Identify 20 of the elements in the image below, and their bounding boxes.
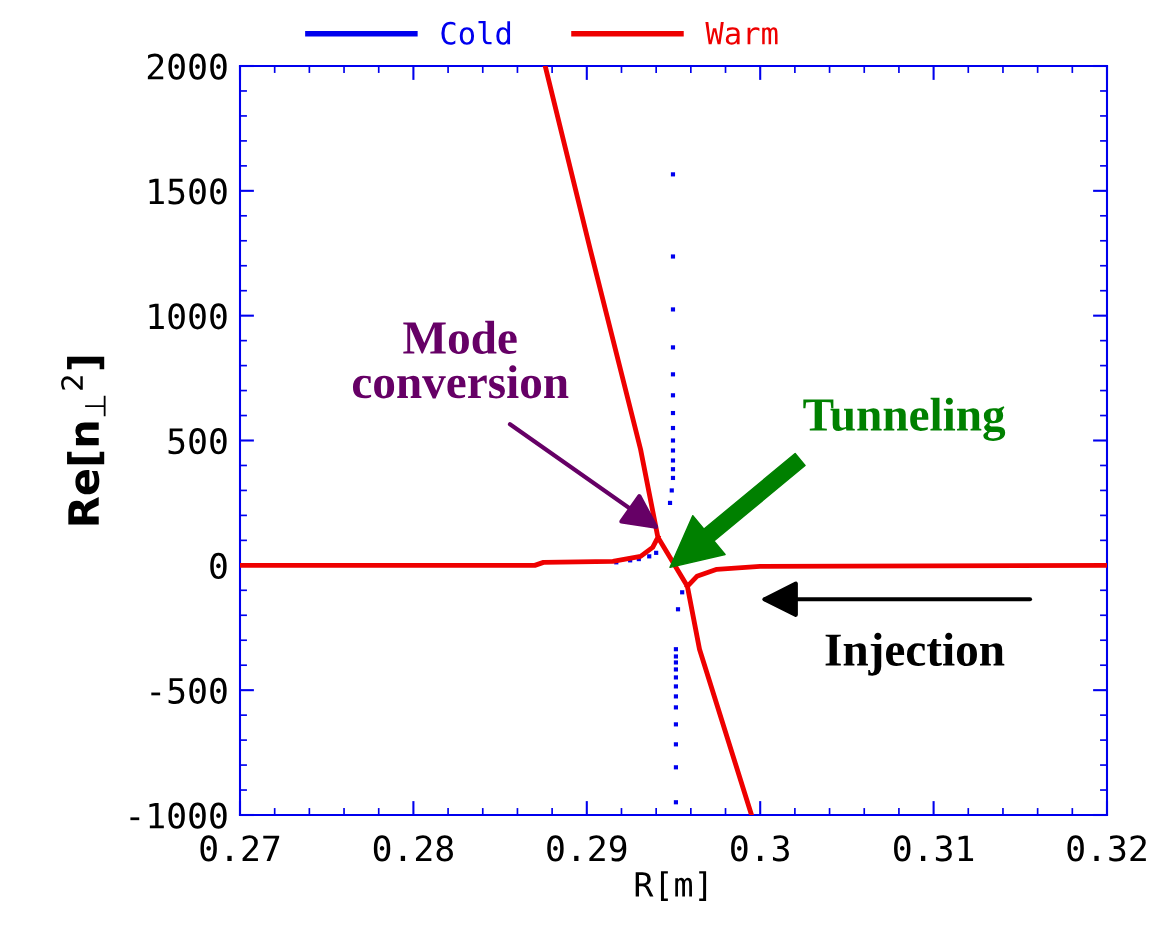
y-tick-label: 500 — [168, 428, 227, 455]
legend-label: Cold — [441, 20, 511, 45]
x-tick-label: 0.27 — [200, 835, 280, 862]
y-axis-title: Re[n$_{⊥}$$^{2}$] — [61, 356, 106, 525]
x-tick-label: 0.3 — [731, 835, 789, 862]
annotation: Tunneling — [803, 397, 1006, 441]
annotation: Mode conversion — [352, 320, 569, 399]
y-tick-label: 2000 — [147, 53, 227, 80]
y-tick-label: -1000 — [130, 802, 227, 829]
x-tick-label: 0.28 — [373, 835, 453, 862]
legend-label: Warm — [705, 22, 778, 45]
y-tick-label: -500 — [151, 677, 227, 704]
x-tick-label: 0.32 — [1067, 835, 1146, 862]
x-tick-label: 0.29 — [547, 835, 627, 862]
x-tick-label: 0.31 — [894, 835, 974, 862]
annotation: Injection — [825, 632, 1005, 676]
y-tick-label: 1000 — [149, 303, 227, 330]
x-axis-title: R[m] — [635, 871, 707, 901]
y-tick-label: 0 — [210, 552, 227, 580]
y-tick-label: 1500 — [149, 178, 227, 205]
